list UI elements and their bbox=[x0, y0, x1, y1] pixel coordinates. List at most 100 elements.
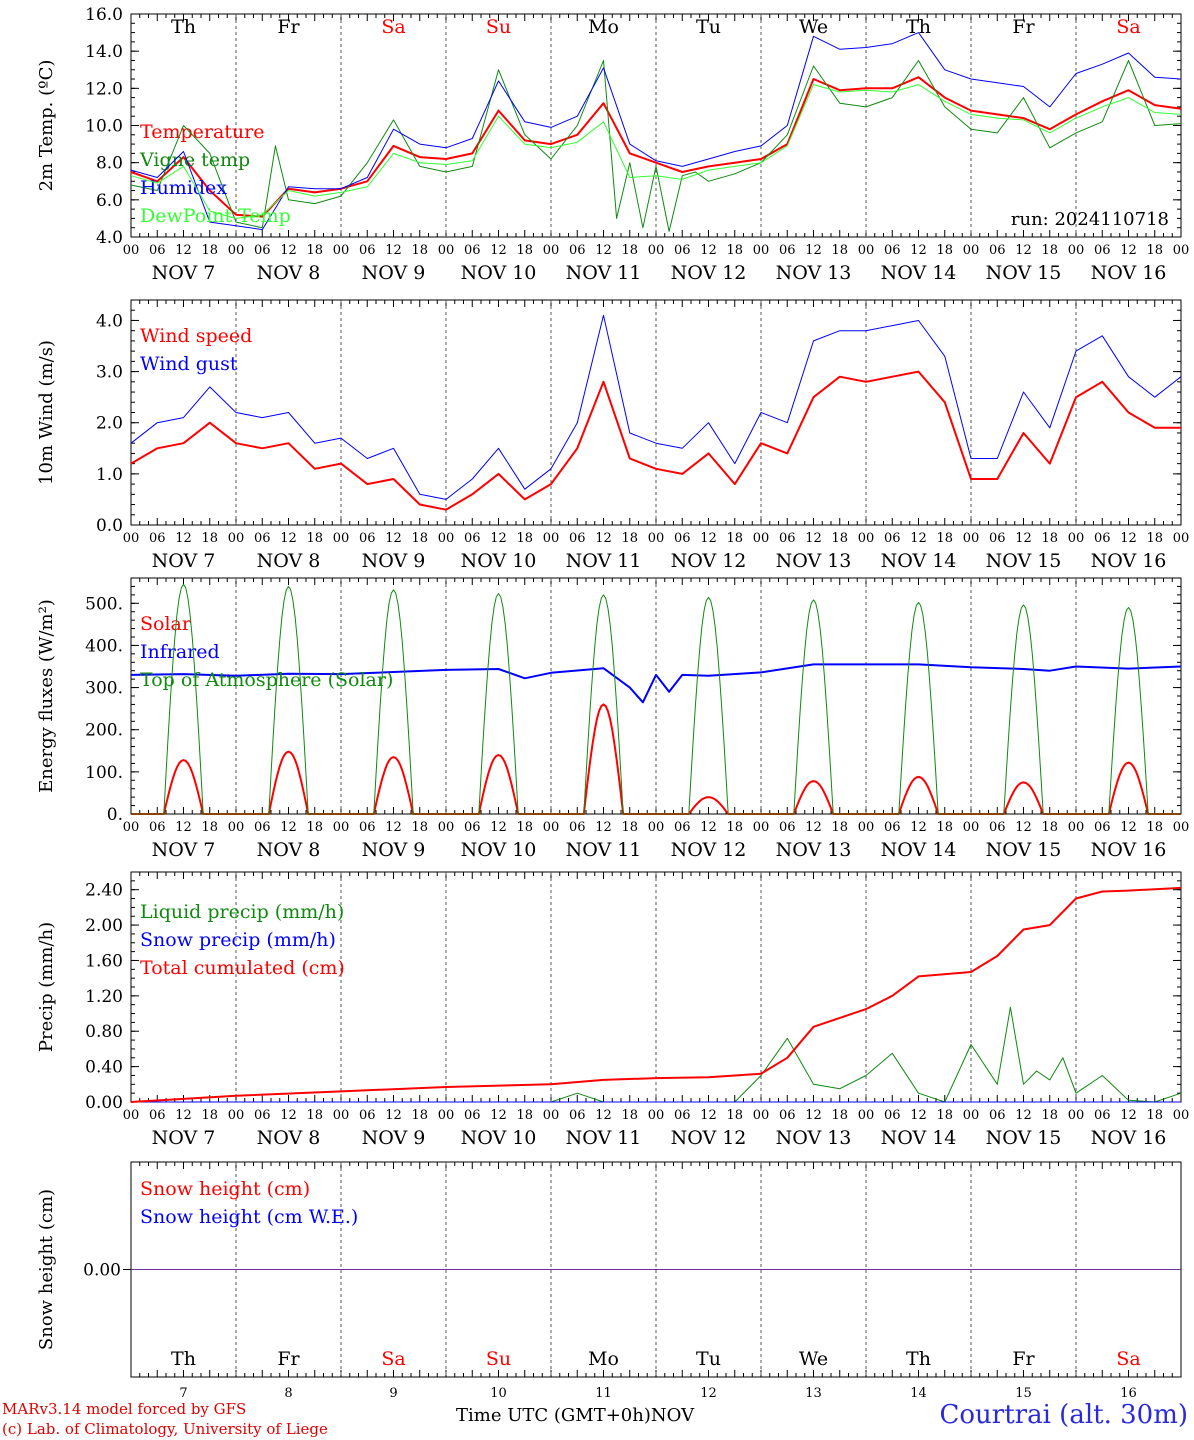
hour-tick-label: 18 bbox=[411, 531, 428, 546]
series-line-humidex bbox=[130, 32, 1182, 231]
legend-humidex: Humidex bbox=[140, 177, 227, 199]
hour-tick-label: 12 bbox=[280, 243, 297, 258]
date-label: NOV 12 bbox=[671, 550, 747, 572]
date-label: NOV 8 bbox=[257, 550, 321, 572]
day-abbr-label: Th bbox=[171, 1348, 196, 1370]
legend-temperature: Temperature bbox=[140, 121, 264, 143]
hour-tick-label: 18 bbox=[936, 531, 953, 546]
day-number-label: 15 bbox=[1015, 1386, 1032, 1401]
hour-tick-label: 06 bbox=[884, 1108, 901, 1123]
hour-tick-label: 00 bbox=[1173, 531, 1190, 546]
hour-tick-label: 06 bbox=[359, 820, 376, 835]
hour-tick-label: 18 bbox=[726, 1108, 743, 1123]
hour-tick-label: 18 bbox=[621, 243, 638, 258]
hour-tick-label: 06 bbox=[1094, 1108, 1111, 1123]
day-number-label: 11 bbox=[595, 1386, 612, 1401]
day-abbr-label: Su bbox=[486, 16, 511, 38]
legend-wind-speed: Wind speed bbox=[140, 325, 252, 347]
y-tick-label: 0.40 bbox=[85, 1058, 123, 1078]
hour-tick-label: 00 bbox=[123, 531, 140, 546]
hour-tick-label: 06 bbox=[569, 820, 586, 835]
legend-snow-height-cm-: Snow height (cm) bbox=[140, 1178, 310, 1200]
hour-tick-label: 18 bbox=[726, 531, 743, 546]
hour-tick-label: 18 bbox=[1146, 820, 1163, 835]
hour-tick-label: 18 bbox=[411, 243, 428, 258]
date-label: NOV 13 bbox=[776, 262, 852, 284]
model-credit: MARv3.14 model forced by GFS bbox=[2, 1400, 247, 1418]
y-tick-label: 0. bbox=[107, 805, 123, 825]
day-abbr-label: Th bbox=[171, 16, 196, 38]
hour-tick-label: 12 bbox=[175, 820, 192, 835]
hour-tick-label: 00 bbox=[858, 820, 875, 835]
hour-tick-label: 18 bbox=[516, 820, 533, 835]
y-tick-label: 2.0 bbox=[96, 414, 123, 434]
hour-tick-label: 00 bbox=[753, 1108, 770, 1123]
legend-infrared: Infrared bbox=[140, 641, 220, 663]
y-tick-label: 10.0 bbox=[85, 117, 123, 137]
hour-tick-label: 18 bbox=[1041, 243, 1058, 258]
series-line-total-cumulated-cm- bbox=[130, 886, 1182, 1103]
date-label: NOV 7 bbox=[152, 262, 216, 284]
hour-tick-label: 00 bbox=[228, 531, 245, 546]
panel-wind: 0.0 1.0 2.0 3.0 4.0 10m Wind (m/s) 00 06 12 18 00 0… bbox=[36, 299, 1190, 572]
y-axis-label: 2m Temp. (ºC) bbox=[36, 60, 57, 192]
hour-tick-label: 06 bbox=[359, 243, 376, 258]
hour-tick-label: 06 bbox=[989, 820, 1006, 835]
hour-tick-label: 06 bbox=[884, 531, 901, 546]
hour-tick-label: 00 bbox=[333, 1108, 350, 1123]
hour-tick-label: 00 bbox=[543, 531, 560, 546]
day-abbr-label: Sa bbox=[1116, 16, 1140, 38]
hour-tick-label: 12 bbox=[1120, 820, 1137, 835]
hour-tick-label: 06 bbox=[674, 820, 691, 835]
hour-tick-label: 00 bbox=[858, 531, 875, 546]
date-label: NOV 12 bbox=[671, 839, 747, 861]
hour-tick-label: 06 bbox=[989, 243, 1006, 258]
legend-vigne-temp: Vigne temp bbox=[139, 149, 250, 171]
legend-dewpoint-temp: DewPoint Temp bbox=[140, 205, 291, 227]
hour-tick-label: 00 bbox=[858, 1108, 875, 1123]
date-label: NOV 13 bbox=[776, 550, 852, 572]
day-abbr-label: Fr bbox=[277, 16, 300, 38]
hour-tick-label: 18 bbox=[201, 1108, 218, 1123]
panel-temp: 4.0 6.0 8.0 10.0 12.0 14.0 16.0 2m Temp. (ºC) 00… bbox=[36, 5, 1189, 284]
hour-tick-label: 12 bbox=[595, 243, 612, 258]
date-label: NOV 12 bbox=[671, 262, 747, 284]
hour-tick-label: 06 bbox=[779, 243, 796, 258]
hour-tick-label: 00 bbox=[1068, 820, 1085, 835]
hour-tick-label: 00 bbox=[648, 820, 665, 835]
day-abbr-label: Su bbox=[486, 1348, 511, 1370]
hour-tick-label: 06 bbox=[464, 1108, 481, 1123]
y-axis-label: Snow height (cm) bbox=[36, 1189, 57, 1350]
y-tick-label: 12.0 bbox=[85, 79, 123, 99]
y-tick-label: 1.0 bbox=[96, 465, 123, 485]
hour-tick-label: 00 bbox=[648, 531, 665, 546]
hour-tick-label: 18 bbox=[726, 243, 743, 258]
series-line-infrared bbox=[130, 663, 1182, 704]
panel-flux: 0. 100. 200. 300. 400. 500. Energy fluxes (W/m… bbox=[36, 577, 1189, 861]
hour-tick-label: 06 bbox=[989, 531, 1006, 546]
date-label: NOV 12 bbox=[671, 1127, 747, 1149]
hour-tick-label: 06 bbox=[149, 243, 166, 258]
y-axis-label: Precip (mm/h) bbox=[36, 922, 57, 1052]
y-tick-label: 400. bbox=[85, 636, 123, 656]
hour-tick-label: 18 bbox=[936, 820, 953, 835]
date-label: NOV 11 bbox=[566, 839, 642, 861]
hour-tick-label: 18 bbox=[306, 243, 323, 258]
hour-tick-label: 12 bbox=[385, 1108, 402, 1123]
date-label: NOV 16 bbox=[1091, 839, 1167, 861]
hour-tick-label: 06 bbox=[254, 531, 271, 546]
date-label: NOV 11 bbox=[566, 262, 642, 284]
hour-tick-label: 00 bbox=[228, 820, 245, 835]
time-axis-label: Time UTC (GMT+0h)NOV bbox=[456, 1405, 694, 1426]
legend-total-cumulated-cm-: Total cumulated (cm) bbox=[140, 957, 345, 979]
hour-tick-label: 06 bbox=[884, 820, 901, 835]
y-tick-label: 0.00 bbox=[83, 1261, 121, 1281]
hour-tick-label: 12 bbox=[490, 820, 507, 835]
y-tick-label: 200. bbox=[85, 721, 123, 741]
date-label: NOV 14 bbox=[881, 262, 957, 284]
hour-tick-label: 18 bbox=[831, 243, 848, 258]
y-tick-label: 8.0 bbox=[96, 154, 123, 174]
hour-tick-label: 18 bbox=[726, 820, 743, 835]
date-label: NOV 8 bbox=[257, 839, 321, 861]
time-utc-label: Time UTC (GMT+0h) bbox=[456, 1405, 651, 1426]
